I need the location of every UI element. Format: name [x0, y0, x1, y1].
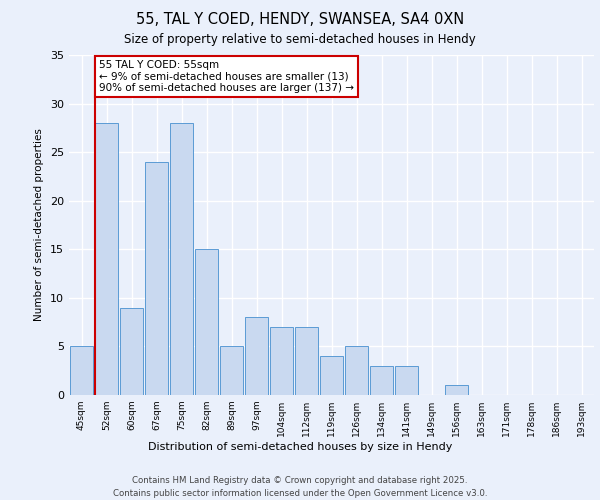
Bar [220, 346, 244, 395]
Bar [170, 123, 193, 395]
Bar [70, 346, 94, 395]
Text: Size of property relative to semi-detached houses in Hendy: Size of property relative to semi-detach… [124, 32, 476, 46]
Text: 55, TAL Y COED, HENDY, SWANSEA, SA4 0XN: 55, TAL Y COED, HENDY, SWANSEA, SA4 0XN [136, 12, 464, 28]
Bar [344, 346, 368, 395]
Bar [194, 250, 218, 395]
Text: Contains public sector information licensed under the Open Government Licence v3: Contains public sector information licen… [113, 489, 487, 498]
Bar [245, 318, 268, 395]
Bar [320, 356, 343, 395]
Bar [119, 308, 143, 395]
Text: Contains HM Land Registry data © Crown copyright and database right 2025.: Contains HM Land Registry data © Crown c… [132, 476, 468, 485]
Bar [445, 386, 469, 395]
Bar [145, 162, 169, 395]
Bar [395, 366, 418, 395]
Text: Distribution of semi-detached houses by size in Hendy: Distribution of semi-detached houses by … [148, 442, 452, 452]
Text: 55 TAL Y COED: 55sqm
← 9% of semi-detached houses are smaller (13)
90% of semi-d: 55 TAL Y COED: 55sqm ← 9% of semi-detach… [99, 60, 354, 93]
Bar [269, 327, 293, 395]
Bar [295, 327, 319, 395]
Bar [95, 123, 118, 395]
Y-axis label: Number of semi-detached properties: Number of semi-detached properties [34, 128, 44, 322]
Bar [370, 366, 394, 395]
